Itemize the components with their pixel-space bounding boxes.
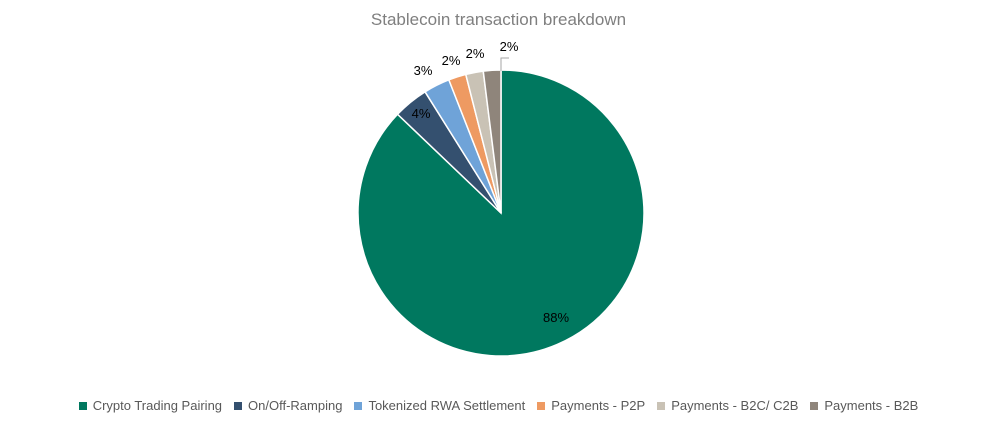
legend-item-4: Payments - B2C/ C2B xyxy=(657,398,798,413)
data-label-0: 88% xyxy=(543,310,569,325)
legend-label: On/Off-Ramping xyxy=(248,398,343,413)
data-label-4: 2% xyxy=(466,46,485,61)
chart-legend: Crypto Trading Pairing On/Off-Ramping Toke… xyxy=(0,398,997,413)
legend-label: Crypto Trading Pairing xyxy=(92,398,223,413)
legend-swatch xyxy=(537,401,546,410)
data-label-3: 2% xyxy=(442,53,461,68)
chart-title: Stablecoin transaction breakdown xyxy=(370,10,627,29)
data-label-2: 3% xyxy=(414,63,433,78)
legend-label: Payments - B2B xyxy=(824,398,919,413)
legend-item-3: Payments - P2P xyxy=(537,398,645,413)
legend-swatch xyxy=(810,401,819,410)
pie-slice-0 xyxy=(357,69,645,357)
legend-item-2: Tokenized RWA Settlement xyxy=(354,398,525,413)
legend-item-5: Payments - B2B xyxy=(810,398,918,413)
legend-item-0: Crypto Trading Pairing xyxy=(78,398,223,413)
leader-line xyxy=(500,57,509,71)
legend-label: Payments - P2P xyxy=(551,398,646,413)
data-label-1: 4% xyxy=(412,106,431,121)
legend-swatch xyxy=(657,401,666,410)
legend-label: Tokenized RWA Settlement xyxy=(368,398,526,413)
data-label-5: 2% xyxy=(500,39,519,54)
legend-label: Payments - B2C/ C2B xyxy=(671,398,799,413)
legend-swatch xyxy=(234,401,243,410)
legend-item-1: On/Off-Ramping xyxy=(234,398,342,413)
legend-swatch xyxy=(78,401,87,410)
legend-swatch xyxy=(354,401,363,410)
